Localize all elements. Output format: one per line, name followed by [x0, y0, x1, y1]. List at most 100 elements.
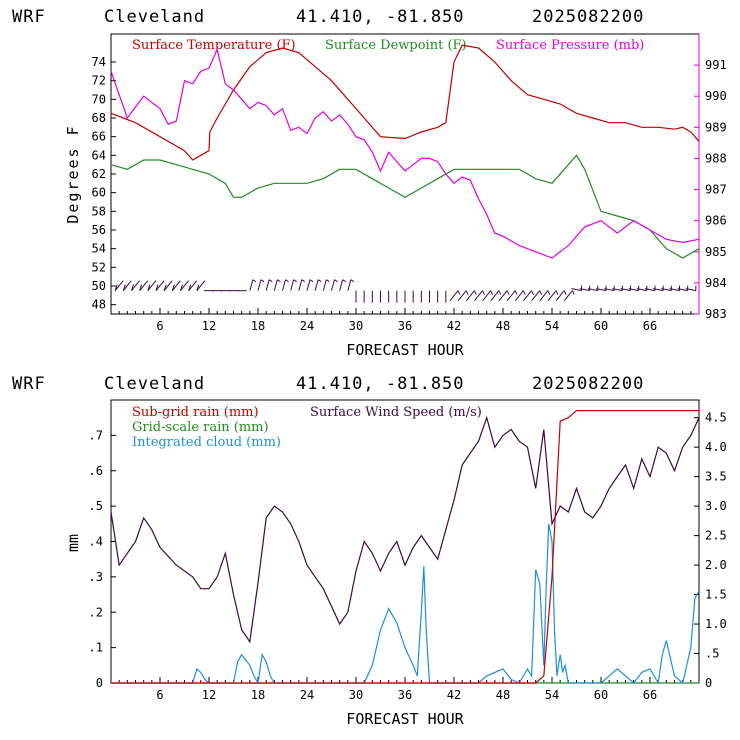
wind-barb [669, 285, 680, 292]
wind-barb [282, 279, 289, 291]
series-line-surface-dewpoint-f [110, 154, 700, 259]
wind-barb [482, 290, 494, 301]
top-right-tick-label: 984 [705, 276, 727, 290]
top-left-tick-label: 52 [92, 260, 106, 274]
top-right-tick-label: 987 [705, 183, 727, 197]
legend-gridscale-rain: Grid-scale rain (mm) [132, 420, 269, 435]
wind-barb [465, 290, 477, 301]
wind-barb [155, 280, 165, 291]
bottom-right-tick-label: 4.5 [705, 411, 727, 425]
bottom-x-tick-label: 66 [643, 688, 657, 702]
wind-barb [114, 280, 124, 291]
bottom-right-ticks: 4.5 4.0 3.5 3.0 2.5 2.0 1.5 1.0 .5 0 [694, 411, 727, 690]
bottom-left-ticks: .7 .6 .5 .4 .3 .2 .1 0 [89, 428, 116, 690]
bottom-legend: Sub-grid rain (mm) Surface Wind Speed (m… [132, 405, 482, 450]
wind-barb [331, 279, 338, 291]
wind-barb [171, 280, 181, 291]
top-series-lines [110, 44, 700, 259]
wind-barb [595, 285, 607, 292]
wind-barb [314, 279, 322, 291]
top-right-tick-label: 990 [705, 89, 727, 103]
top-left-tick-label: 56 [92, 223, 106, 237]
top-right-tick-label: 989 [705, 120, 727, 134]
wind-barb [604, 285, 615, 292]
bottom-left-tick-label: .2 [89, 605, 103, 619]
top-left-tick-label: 54 [92, 242, 106, 256]
legend-pressure: Surface Pressure (mb) [496, 38, 644, 53]
wind-barb [563, 290, 575, 301]
top-x-tick-label: 42 [447, 319, 461, 333]
wind-barb [322, 279, 330, 291]
wind-barb [131, 280, 140, 291]
top-left-tick-label: 48 [92, 298, 106, 312]
bottom-x-tick-label: 6 [156, 688, 163, 702]
wind-barb [457, 290, 469, 301]
wind-barb [523, 290, 534, 301]
wind-barb [571, 285, 582, 292]
wind-barb [180, 280, 189, 291]
wind-barb [685, 285, 697, 292]
wind-barb [612, 285, 623, 292]
wind-barb [506, 290, 518, 301]
top-right-tick-label: 991 [705, 58, 727, 72]
top-x-tick-label: 30 [349, 319, 363, 333]
top-x-tick-label: 6 [156, 319, 163, 333]
top-x-tick-label: 48 [496, 319, 510, 333]
wind-barb [163, 280, 173, 291]
top-left-tick-label: 68 [92, 111, 106, 125]
bottom-series-lines [110, 410, 700, 685]
header-model-2: WRF [12, 374, 46, 394]
top-legend: Surface Temperature (F) Surface Dewpoint… [132, 38, 644, 53]
wind-barb [188, 280, 198, 291]
wind-barb [587, 285, 599, 292]
header-run-2: 2025082200 [532, 374, 644, 394]
bottom-left-tick-label: .4 [89, 535, 103, 549]
bottom-right-tick-label: 1.5 [705, 588, 727, 602]
series-line-integrated-cloud-mm [111, 523, 700, 685]
wind-barbs [114, 279, 697, 303]
top-left-tick-label: 66 [92, 130, 106, 144]
top-right-tick-label: 983 [705, 307, 727, 321]
wind-barb [339, 279, 346, 291]
bottom-x-tick-label: 48 [496, 688, 510, 702]
top-x-tick-label: 36 [398, 319, 412, 333]
bottom-right-tick-label: .5 [705, 647, 719, 661]
bottom-left-tick-label: .3 [89, 570, 103, 584]
wind-barb [257, 279, 265, 291]
wind-barb [531, 290, 543, 301]
bottom-right-tick-label: 1.0 [705, 617, 727, 631]
bottom-left-tick-label: .5 [89, 499, 103, 513]
top-left-tick-label: 60 [92, 186, 106, 200]
top-left-tick-label: 50 [92, 279, 106, 293]
wind-barb [490, 290, 502, 301]
top-right-tick-label: 986 [705, 214, 727, 228]
bottom-x-tick-label: 18 [251, 688, 265, 702]
wind-barb [196, 280, 206, 291]
wind-barb [661, 285, 672, 292]
wind-barb [249, 279, 257, 291]
series-line-sub-grid-rain-mm [111, 410, 699, 684]
header-coords-2: 41.410, -81.850 [296, 374, 465, 394]
wind-barb [306, 279, 314, 291]
top-right-ticks: 991 990 989 988 987 986 985 984 983 [694, 58, 727, 321]
top-x-tick-label: 66 [643, 319, 657, 333]
top-right-tick-label: 985 [705, 245, 727, 259]
wind-barb [474, 290, 485, 301]
bottom-right-tick-label: 2.5 [705, 529, 727, 543]
bottom-x-tick-label: 24 [300, 688, 314, 702]
bottom-left-tick-label: .1 [89, 641, 103, 655]
wind-barb [147, 280, 157, 291]
wind-barb [579, 285, 591, 292]
bottom-x-tick-label: 30 [349, 688, 363, 702]
wind-barb [636, 285, 648, 292]
wind-barb [347, 279, 355, 291]
bottom-right-tick-label: 3.5 [705, 470, 727, 484]
top-left-tick-label: 70 [92, 92, 106, 106]
top-ylabel: Degrees F [64, 124, 82, 223]
legend-subgrid-rain: Sub-grid rain (mm) [132, 405, 259, 420]
series-line-surface-temperature-f [110, 44, 700, 161]
bottom-right-tick-label: 3.0 [705, 499, 727, 513]
wind-barb [677, 285, 689, 292]
bottom-ylabel: mm [64, 534, 82, 552]
